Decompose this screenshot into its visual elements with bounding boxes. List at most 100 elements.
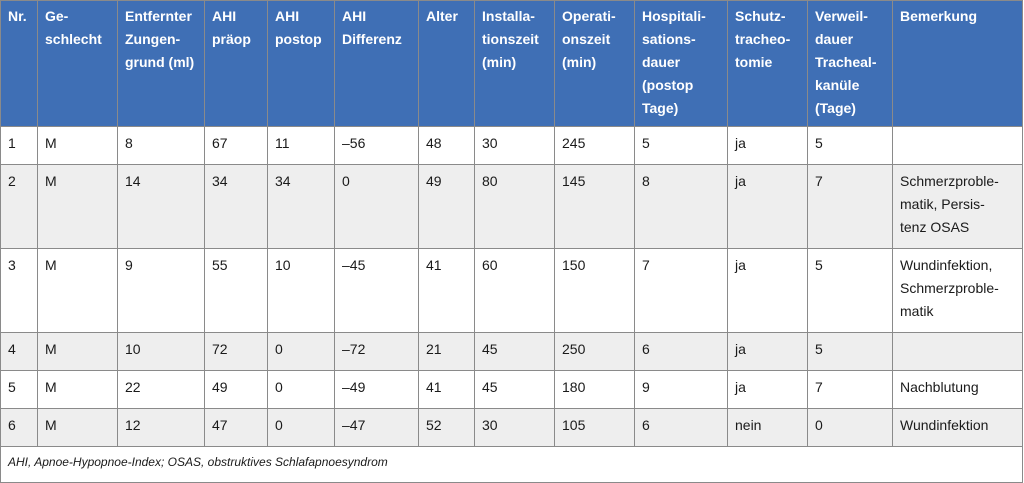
cell-ahi-differenz: –49 [334,370,419,409]
cell-verweildauer: 0 [807,408,893,447]
header-ahi-differenz: AHI Differenz [334,0,419,127]
cell-ahi-differenz: 0 [334,164,419,249]
header-bemerkung: Bemerkung [892,0,1023,127]
cell-nr: 6 [0,408,38,447]
cell-hospitalisationsdauer: 8 [634,164,728,249]
cell-verweildauer: 7 [807,370,893,409]
cell-operationszeit: 180 [554,370,635,409]
cell-ahi-differenz: –47 [334,408,419,447]
cell-ahi-praeop: 72 [204,332,268,371]
header-verweildauer: Verweil- dauer Tracheal- kanüle (Tage) [807,0,893,127]
cell-nr: 1 [0,126,38,165]
cell-nr: 5 [0,370,38,409]
cell-ahi-postop: 34 [267,164,335,249]
cell-installationszeit: 60 [474,248,555,333]
cell-geschlecht: M [37,164,118,249]
cell-alter: 41 [418,370,475,409]
cell-alter: 49 [418,164,475,249]
cell-hospitalisationsdauer: 6 [634,408,728,447]
cell-ahi-differenz: –72 [334,332,419,371]
cell-zungengrund: 10 [117,332,205,371]
cell-bemerkung [892,332,1023,371]
header-zungengrund: Entfernter Zungen- grund (ml) [117,0,205,127]
cell-nr: 2 [0,164,38,249]
cell-ahi-postop: 11 [267,126,335,165]
cell-bemerkung: Wundinfektion [892,408,1023,447]
cell-installationszeit: 45 [474,332,555,371]
cell-schutztracheotomie: ja [727,248,808,333]
cell-installationszeit: 80 [474,164,555,249]
cell-operationszeit: 145 [554,164,635,249]
table-row: 6 M 12 47 0 –47 52 30 105 6 nein 0 Wundi… [0,408,1023,447]
cell-bemerkung: Schmerzproble- matik, Persis- tenz OSAS [892,164,1023,249]
cell-hospitalisationsdauer: 6 [634,332,728,371]
cell-alter: 52 [418,408,475,447]
cell-operationszeit: 245 [554,126,635,165]
cell-hospitalisationsdauer: 9 [634,370,728,409]
header-operationszeit: Operati- onszeit (min) [554,0,635,127]
header-ahi-praeop: AHI präop [204,0,268,127]
cell-ahi-differenz: –45 [334,248,419,333]
cell-installationszeit: 30 [474,408,555,447]
cell-zungengrund: 22 [117,370,205,409]
table-row: 2 M 14 34 34 0 49 80 145 8 ja 7 Schmerzp… [0,164,1023,249]
cell-schutztracheotomie: ja [727,126,808,165]
cell-geschlecht: M [37,408,118,447]
cell-ahi-praeop: 55 [204,248,268,333]
cell-bemerkung [892,126,1023,165]
cell-ahi-praeop: 49 [204,370,268,409]
cell-nr: 3 [0,248,38,333]
cell-verweildauer: 7 [807,164,893,249]
cell-ahi-postop: 0 [267,332,335,371]
cell-ahi-praeop: 34 [204,164,268,249]
header-row: Nr. Ge- schlecht Entfernter Zungen- grun… [0,0,1023,127]
cell-installationszeit: 30 [474,126,555,165]
cell-operationszeit: 150 [554,248,635,333]
cell-zungengrund: 8 [117,126,205,165]
cell-verweildauer: 5 [807,332,893,371]
cell-installationszeit: 45 [474,370,555,409]
cell-schutztracheotomie: ja [727,370,808,409]
cell-ahi-differenz: –56 [334,126,419,165]
cell-zungengrund: 9 [117,248,205,333]
header-geschlecht: Ge- schlecht [37,0,118,127]
cell-geschlecht: M [37,248,118,333]
cell-hospitalisationsdauer: 5 [634,126,728,165]
header-alter: Alter [418,0,475,127]
footnote-row: AHI, Apnoe-Hypopnoe-Index; OSAS, obstruk… [0,446,1023,483]
header-installationszeit: Installa- tionszeit (min) [474,0,555,127]
cell-alter: 21 [418,332,475,371]
cell-zungengrund: 12 [117,408,205,447]
cell-operationszeit: 105 [554,408,635,447]
cell-ahi-postop: 0 [267,370,335,409]
cell-zungengrund: 14 [117,164,205,249]
table-row: 5 M 22 49 0 –49 41 45 180 9 ja 7 Nachblu… [0,370,1023,409]
cell-geschlecht: M [37,332,118,371]
cell-ahi-postop: 10 [267,248,335,333]
cell-ahi-praeop: 47 [204,408,268,447]
cell-schutztracheotomie: ja [727,332,808,371]
table-row: 1 M 8 67 11 –56 48 30 245 5 ja 5 [0,126,1023,165]
cell-ahi-postop: 0 [267,408,335,447]
table-row: 3 M 9 55 10 –45 41 60 150 7 ja 5 Wundinf… [0,248,1023,333]
cell-bemerkung: Wundinfektion, Schmerzproble- matik [892,248,1023,333]
cell-geschlecht: M [37,126,118,165]
cell-nr: 4 [0,332,38,371]
header-nr: Nr. [0,0,38,127]
table-row: 4 M 10 72 0 –72 21 45 250 6 ja 5 [0,332,1023,371]
header-ahi-postop: AHI postop [267,0,335,127]
cell-verweildauer: 5 [807,248,893,333]
cell-bemerkung: Nachblutung [892,370,1023,409]
cell-geschlecht: M [37,370,118,409]
header-hospitalisationsdauer: Hospitali- sations- dauer (postop Tage) [634,0,728,127]
cell-verweildauer: 5 [807,126,893,165]
cell-hospitalisationsdauer: 7 [634,248,728,333]
header-schutztracheotomie: Schutz- tracheo- tomie [727,0,808,127]
cell-operationszeit: 250 [554,332,635,371]
cell-alter: 48 [418,126,475,165]
cell-schutztracheotomie: nein [727,408,808,447]
cell-ahi-praeop: 67 [204,126,268,165]
table-footnote: AHI, Apnoe-Hypopnoe-Index; OSAS, obstruk… [0,446,1023,483]
